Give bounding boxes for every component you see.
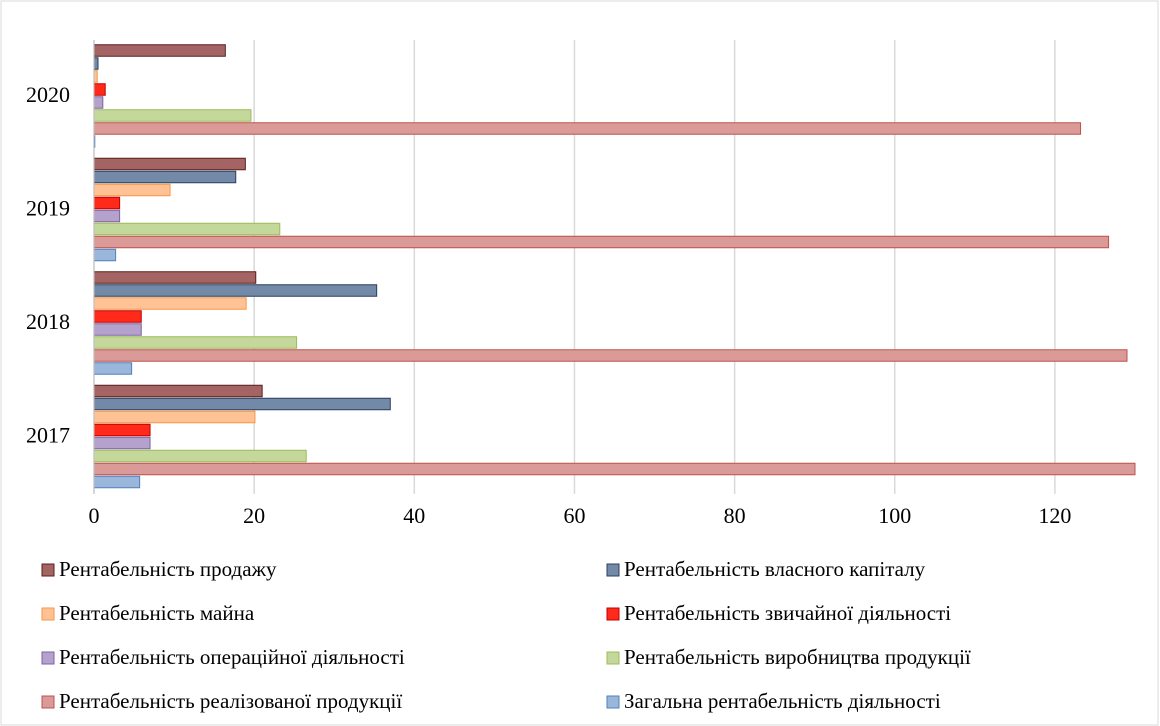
y-tick-label: 2020 [26,82,70,107]
legend-swatch [41,651,55,665]
y-tick-label: 2019 [26,195,70,220]
x-tick-label: 100 [878,503,911,528]
legend-label: Загальна рентабельність діяльності [624,689,941,713]
legend-label: Рентабельність реалізованої продукції [59,689,402,713]
bar [93,449,307,463]
bar [93,96,104,109]
legend-swatch [606,651,620,665]
bar [93,462,1136,476]
x-tick-label: 40 [403,503,425,528]
bar [93,410,256,424]
legend-swatch [41,695,55,709]
bar [93,336,298,349]
legend-swatch [606,695,620,709]
x-tick-label: 80 [724,503,746,528]
legend-swatch [41,607,55,621]
bar [93,122,1082,135]
legend-label: Рентабельність операційної діяльності [59,645,405,669]
legend-swatch [606,607,620,621]
bar [93,83,106,96]
bar [93,157,246,171]
legend-label: Рентабельність звичайної діяльності [624,601,951,625]
legend-label: Рентабельність власного капіталу [624,557,926,581]
bar [93,475,141,489]
x-tick-label: 0 [89,503,100,528]
bar [93,235,1110,249]
bar [93,436,151,450]
bar [93,170,237,184]
x-tick-label: 20 [243,503,265,528]
bar [93,310,142,323]
legend-label: Рентабельність виробництва продукції [624,645,971,669]
bar [93,271,257,284]
bar [93,297,247,310]
bar [93,323,142,336]
bar [93,209,121,223]
bar [93,284,378,297]
bar [93,397,391,411]
bar [93,248,117,262]
legend-label: Рентабельність продажу [59,557,277,581]
legend-swatch [41,563,55,577]
x-tick-label: 120 [1038,503,1071,528]
bar [93,44,226,57]
bar [93,423,151,437]
bar [93,57,99,70]
bar [93,109,252,122]
y-tick-label: 2017 [26,422,70,447]
x-tick-label: 60 [563,503,585,528]
bar [93,362,133,375]
bar [93,183,171,197]
y-tick-label: 2018 [26,309,70,334]
bar [93,384,263,398]
bar [93,222,281,236]
legend-swatch [606,563,620,577]
legend-label: Рентабельність майна [59,601,255,625]
bar [93,349,1128,362]
legend: Рентабельність продажу Рентабельність вла… [41,557,971,713]
bar [93,196,121,210]
